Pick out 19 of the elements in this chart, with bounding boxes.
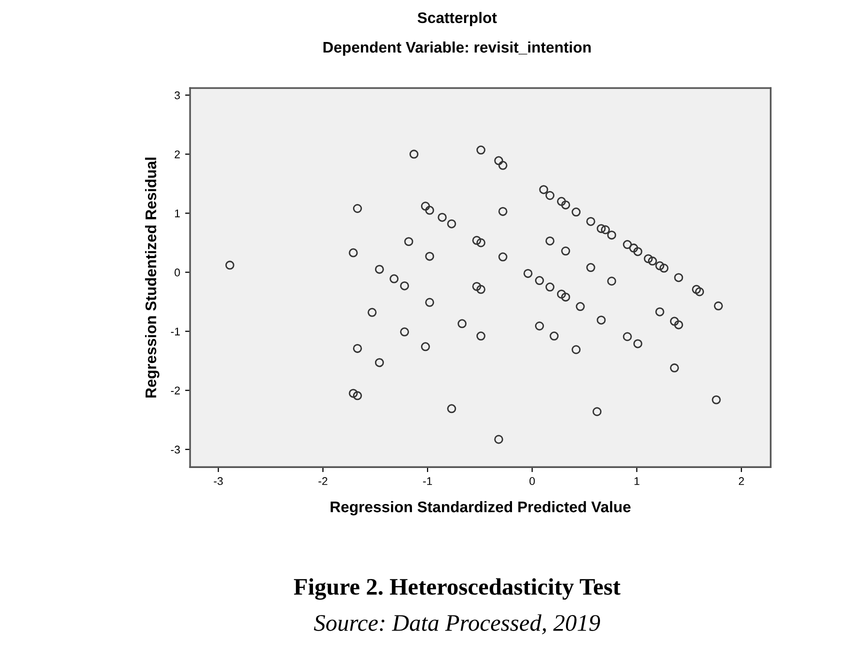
caption: Figure 2. Heteroscedasticity Test — [294, 578, 620, 600]
y-tick-label: 3 — [174, 91, 180, 100]
y-tick-label: -1 — [170, 328, 180, 336]
y-axis-title: Regression Studentized Residual — [145, 158, 160, 398]
y-tick-label: -2 — [170, 386, 180, 394]
chart-title: Scatterplot — [418, 12, 497, 26]
x-tick-label: -2 — [318, 477, 328, 485]
y-tick-label: 0 — [174, 268, 180, 276]
chart-subtitle: Dependent Variable: revisit_intention — [324, 41, 591, 56]
source-note: Source: Data Processed, 2019 — [314, 614, 600, 634]
y-tick-label: -3 — [170, 446, 180, 454]
x-axis-title: Regression Standardized Predicted Value — [330, 501, 631, 516]
x-tick-label: 0 — [530, 477, 535, 486]
y-tick-label: 2 — [174, 150, 180, 158]
y-tick-label: 1 — [175, 210, 180, 218]
x-tick-label: 2 — [738, 477, 744, 485]
x-tick-label: 1 — [634, 477, 640, 485]
x-tick-label: -1 — [423, 477, 432, 485]
x-tick-label: -3 — [214, 477, 223, 486]
